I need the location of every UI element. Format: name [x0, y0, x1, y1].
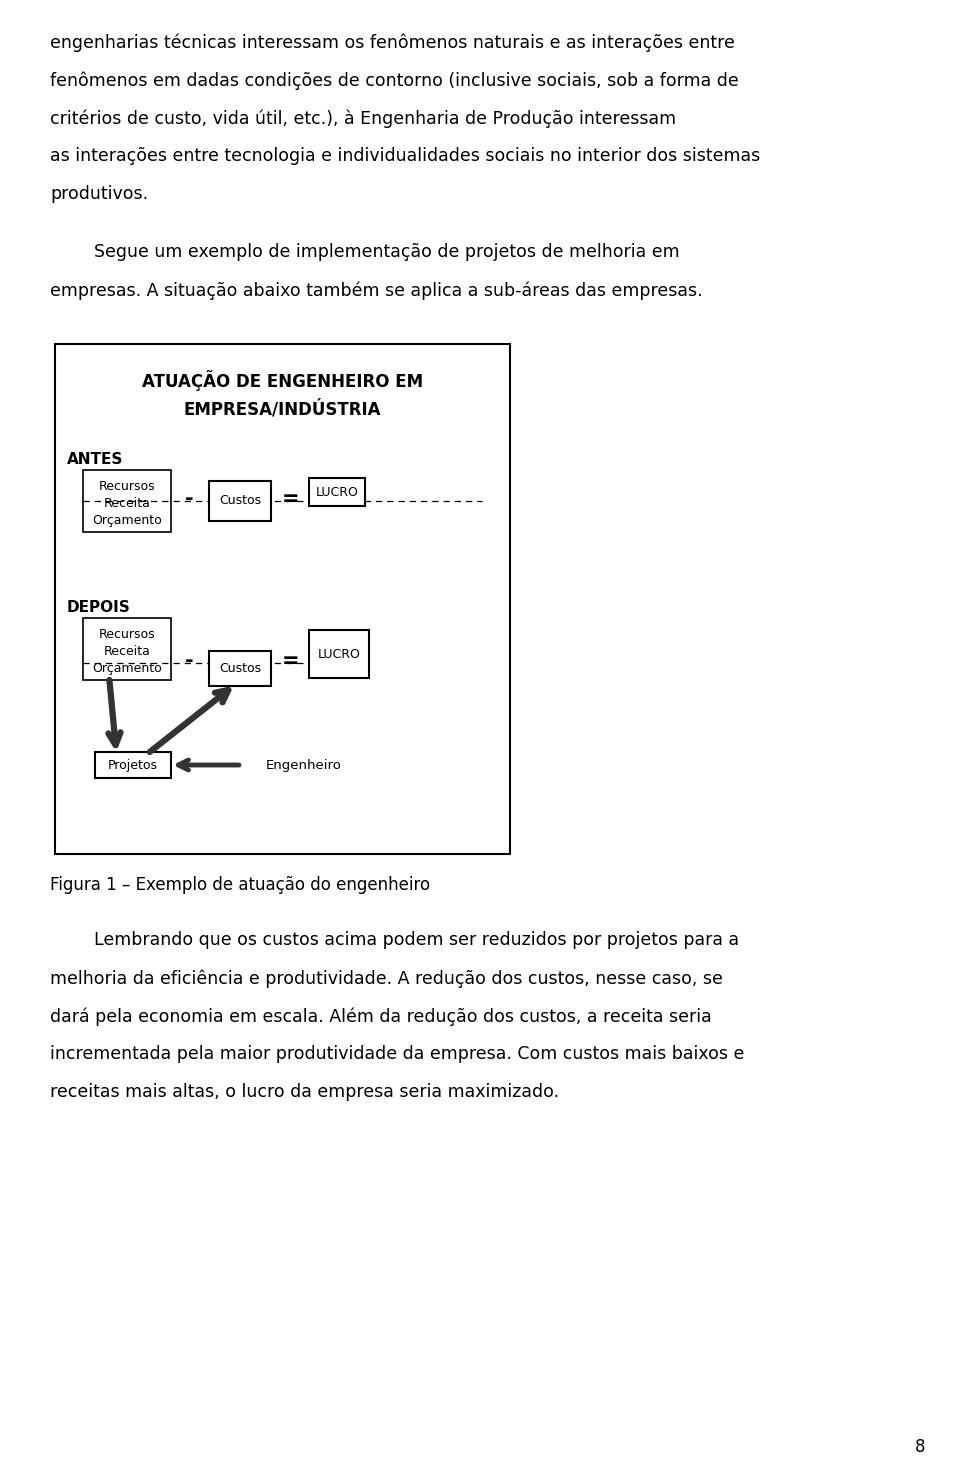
- Text: Custos: Custos: [219, 662, 261, 674]
- Text: as interações entre tecnologia e individualidades sociais no interior dos sistem: as interações entre tecnologia e individ…: [50, 146, 760, 166]
- Text: Engenheiro: Engenheiro: [266, 758, 342, 772]
- Text: Projetos: Projetos: [108, 758, 158, 772]
- Text: Orçamento: Orçamento: [92, 662, 162, 675]
- Bar: [95, 752, 171, 777]
- Text: Lembrando que os custos acima podem ser reduzidos por projetos para a: Lembrando que os custos acima podem ser …: [50, 931, 739, 949]
- Text: LUCRO: LUCRO: [316, 485, 358, 498]
- Bar: [83, 470, 171, 532]
- Text: empresas. A situação abaixo também se aplica a sub-áreas das empresas.: empresas. A situação abaixo também se ap…: [50, 281, 703, 300]
- Text: Orçamento: Orçamento: [92, 514, 162, 528]
- Text: Receita: Receita: [104, 644, 151, 658]
- Text: Recursos: Recursos: [99, 480, 156, 494]
- Bar: [55, 344, 510, 854]
- Text: Figura 1 – Exemplo de atuação do engenheiro: Figura 1 – Exemplo de atuação do engenhe…: [50, 876, 430, 894]
- Text: ATUAÇÃO DE ENGENHEIRO EM
EMPRESA/INDÚSTRIA: ATUAÇÃO DE ENGENHEIRO EM EMPRESA/INDÚSTR…: [142, 370, 423, 418]
- Text: fenômenos em dadas condições de contorno (inclusive sociais, sob a forma de: fenômenos em dadas condições de contorno…: [50, 71, 739, 90]
- Text: -: -: [184, 650, 193, 671]
- Bar: [209, 480, 271, 522]
- Bar: [83, 618, 171, 680]
- Text: 8: 8: [915, 1438, 925, 1456]
- Text: receitas mais altas, o lucro da empresa seria maximizado.: receitas mais altas, o lucro da empresa …: [50, 1083, 559, 1101]
- Text: incrementada pela maior produtividade da empresa. Com custos mais baixos e: incrementada pela maior produtividade da…: [50, 1045, 744, 1063]
- Text: DEPOIS: DEPOIS: [67, 600, 131, 615]
- Text: =: =: [282, 650, 300, 671]
- Text: engenharias técnicas interessam os fenômenos naturais e as interações entre: engenharias técnicas interessam os fenôm…: [50, 33, 734, 52]
- Text: -: -: [184, 489, 193, 508]
- Text: dará pela economia em escala. Além da redução dos custos, a receita seria: dará pela economia em escala. Além da re…: [50, 1007, 711, 1026]
- Text: LUCRO: LUCRO: [318, 647, 360, 661]
- Text: melhoria da eficiência e produtividade. A redução dos custos, nesse caso, se: melhoria da eficiência e produtividade. …: [50, 970, 723, 987]
- Text: Recursos: Recursos: [99, 628, 156, 641]
- Text: Custos: Custos: [219, 495, 261, 507]
- Bar: [309, 630, 369, 678]
- Text: =: =: [282, 489, 300, 508]
- Bar: [209, 650, 271, 686]
- Text: ANTES: ANTES: [67, 452, 124, 467]
- Text: produtivos.: produtivos.: [50, 185, 148, 202]
- Text: Segue um exemplo de implementação de projetos de melhoria em: Segue um exemplo de implementação de pro…: [50, 242, 680, 262]
- Text: critérios de custo, vida útil, etc.), à Engenharia de Produção interessam: critérios de custo, vida útil, etc.), à …: [50, 109, 676, 127]
- Text: Receita: Receita: [104, 497, 151, 510]
- Bar: [309, 477, 365, 505]
